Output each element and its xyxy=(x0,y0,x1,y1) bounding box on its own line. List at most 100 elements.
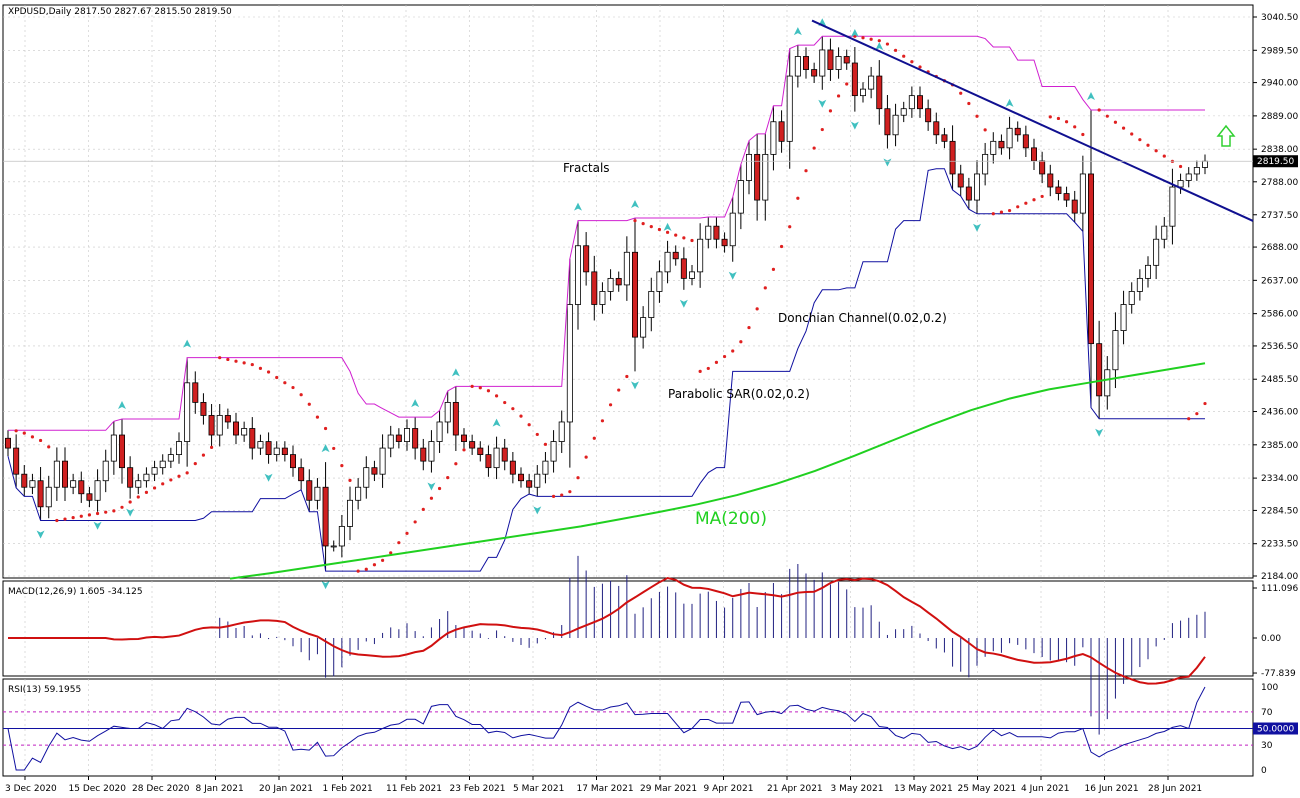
bull-candle xyxy=(346,499,353,527)
bear-candle xyxy=(851,62,858,97)
bear-candle xyxy=(62,460,69,488)
sar-dot xyxy=(421,507,425,511)
bull-candle xyxy=(664,251,671,273)
bull-candle xyxy=(143,473,150,482)
fractal-up-icon xyxy=(793,27,802,36)
sar-dot xyxy=(1040,194,1044,199)
bear-candle xyxy=(322,486,329,547)
x-tick-label: 9 Apr 2021 xyxy=(704,784,754,794)
bear-candle xyxy=(371,467,378,475)
bear-candle xyxy=(1071,199,1078,214)
bull-candle xyxy=(135,480,142,488)
bull-candle xyxy=(648,291,655,318)
bear-candle xyxy=(13,447,20,475)
price-tag xyxy=(1253,155,1298,168)
sar-dot xyxy=(446,476,450,480)
macd-tick-label: 0.00 xyxy=(1261,634,1281,644)
bull-candle xyxy=(786,75,793,142)
bear-candle xyxy=(680,258,687,279)
sar-dot xyxy=(755,307,759,311)
bull-candle xyxy=(257,441,264,449)
sar-dot xyxy=(722,354,727,359)
y-tick-label: 2385.00 xyxy=(1261,441,1298,451)
sar-dot xyxy=(1178,164,1183,169)
sar-dot xyxy=(633,219,637,223)
x-tick-label: 28 Jun 2021 xyxy=(1148,784,1202,794)
bear-candle xyxy=(803,56,810,70)
bull-candle xyxy=(314,486,321,501)
bull-candle xyxy=(387,434,394,449)
panel-frame xyxy=(2,580,1254,677)
x-tick-label: 17 Mar 2021 xyxy=(577,784,634,794)
bull-candle xyxy=(1169,186,1176,227)
x-tick-label: 5 Mar 2021 xyxy=(513,784,564,794)
bear-candle xyxy=(1096,343,1103,397)
sar-dot xyxy=(364,567,368,571)
price-tag-label: 2819.50 xyxy=(1257,157,1294,167)
sar-dot xyxy=(462,448,466,452)
bear-candle xyxy=(501,447,508,462)
rsi-panel[interactable] xyxy=(3,686,1253,771)
y-tick-label: 2889.00 xyxy=(1261,112,1298,122)
sar-dot xyxy=(291,385,295,390)
bull-candle xyxy=(974,173,981,201)
donchian-lower-line xyxy=(7,168,1205,572)
bear-candle xyxy=(713,225,720,240)
sar-dot xyxy=(511,407,515,411)
sar-dot xyxy=(275,375,279,380)
bull-candle xyxy=(241,428,248,436)
x-tick-label: 16 Jun 2021 xyxy=(1085,784,1139,794)
bear-candle xyxy=(1031,147,1038,162)
sar-dot xyxy=(372,563,377,567)
bear-candle xyxy=(998,140,1005,149)
sar-dot xyxy=(853,34,857,38)
bear-candle xyxy=(754,153,761,201)
sar-dot xyxy=(348,478,352,482)
sar-dot xyxy=(543,442,548,446)
macd-title: MACD(12,26,9) 1.605 -34.125 xyxy=(8,587,143,597)
sar-dot xyxy=(706,366,710,371)
bear-candle xyxy=(876,75,883,110)
sar-dot xyxy=(812,146,816,150)
bear-candle xyxy=(477,447,484,456)
bull-candle xyxy=(1128,291,1135,305)
sar-dot xyxy=(340,464,344,468)
bull-candle xyxy=(737,180,744,214)
macd-panel[interactable] xyxy=(8,555,1206,735)
bull-candle xyxy=(70,480,77,488)
fractal-down-icon xyxy=(533,506,542,515)
sar-dot xyxy=(494,394,499,398)
sar-dot xyxy=(845,82,849,86)
x-tick-label: 11 Feb 2021 xyxy=(386,784,442,794)
sar-dot xyxy=(1146,143,1150,147)
sar-dot xyxy=(1203,401,1207,406)
rsi-tick-label: 30 xyxy=(1261,741,1273,751)
sar-dot xyxy=(828,109,833,113)
sar-dot xyxy=(266,370,271,374)
sar-dot xyxy=(861,36,865,40)
bear-candle xyxy=(395,434,402,442)
price-panel[interactable] xyxy=(3,18,1254,590)
sar-dot xyxy=(788,225,792,229)
sar-dot xyxy=(234,359,238,363)
fractal-up-icon xyxy=(321,444,330,453)
sar-dot xyxy=(608,403,613,407)
sar-dot xyxy=(315,415,320,419)
bear-candle xyxy=(632,251,639,338)
time-axis: 3 Dec 2020 15 Dec 2020 28 Dec 2020 8 Jan 20… xyxy=(5,776,1202,794)
bull-candle xyxy=(167,454,174,462)
sar-dot xyxy=(999,210,1004,214)
bull-candle xyxy=(550,441,557,462)
bull-candle xyxy=(338,525,345,547)
sar-dot xyxy=(804,169,808,173)
sar-dot xyxy=(568,490,572,494)
y-tick-label: 2586.00 xyxy=(1261,310,1298,320)
fractal-up-icon xyxy=(875,42,884,51)
bear-candle xyxy=(1039,160,1046,175)
bull-candle xyxy=(45,486,52,508)
bear-candle xyxy=(127,467,134,488)
fractal-up-icon xyxy=(118,401,126,410)
macd-tick-label: -77.839 xyxy=(1261,669,1296,679)
bear-candle xyxy=(591,271,598,305)
